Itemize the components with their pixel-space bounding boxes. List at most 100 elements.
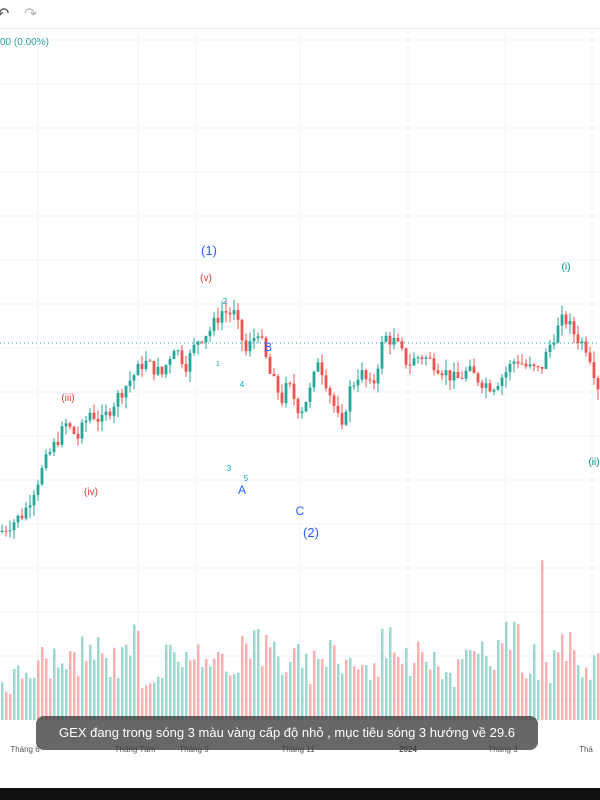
volume-bar [377,676,380,720]
candle-body [240,319,244,341]
wave-label: (2) [303,525,319,540]
candle-body [40,468,44,485]
volume-bar [173,651,176,720]
candle-body [112,406,116,416]
candle-body [444,370,448,376]
candle-body [220,311,224,323]
candle-body [452,371,456,381]
candle-body [552,342,556,345]
volume-bar [545,661,548,720]
candle-body [432,358,436,371]
wave-label: B [264,340,272,354]
candle-body [260,336,264,338]
wave-label: (1) [201,243,217,258]
candle-body [440,373,444,376]
candle-body [448,370,452,381]
volume-bar [13,668,16,720]
candle-body [0,530,4,533]
redo-icon[interactable]: ↷ [24,4,38,23]
volume-bar [45,658,48,720]
candle-body [312,371,316,388]
volume-bar [21,678,24,720]
volume-bar [333,645,336,720]
candle-body [288,383,292,385]
candle-body [160,366,164,375]
volume-bar [101,653,104,720]
volume-bar [461,659,464,720]
volume-bar [201,666,204,720]
volume-bar [289,661,292,720]
volume-bar [309,684,312,720]
candle-body [364,370,368,380]
volume-bar [297,644,300,720]
volume-bar [505,621,508,720]
candle-body [116,392,120,407]
wave-label: 4 [240,380,245,389]
candle-body [372,380,376,384]
volume-bar [437,665,440,720]
wave-label: 2 [223,297,228,306]
volume-bar [213,658,216,720]
volume-bar [41,647,44,720]
candle-body [464,370,468,379]
volume-bar [49,678,52,720]
volume-bar [137,630,140,720]
volume-bar [157,676,160,720]
candle-body [228,312,232,315]
candle-body [500,377,504,387]
candle-body [68,423,72,427]
candle-body [360,370,364,380]
volume-bar [401,663,404,720]
volume-bar [529,673,532,720]
candle-body [324,375,328,389]
candle-body [84,420,88,423]
candle-body [456,371,460,378]
candle-body [268,356,272,374]
volume-bar [149,683,152,720]
volume-bar [405,647,408,720]
volume-bar [301,667,304,720]
candle-body [12,522,16,531]
candle-body [388,335,392,345]
candle-body [248,341,252,352]
volume-bar [589,679,592,720]
volume-bar [565,660,568,720]
candle-body [376,368,380,384]
volume-bar [581,677,584,720]
volume-bar [477,653,480,720]
candle-body [272,373,276,377]
candle-body [532,364,536,367]
volume-bar [457,659,460,720]
undo-icon[interactable]: ↶ [0,4,10,23]
volume-bar [569,631,572,720]
volume-bar [557,652,560,720]
candle-body [120,392,124,398]
candle-body [244,340,248,352]
candle-body [80,422,84,439]
volume-bar [113,647,116,720]
candle-body [496,386,500,390]
volume-bar [413,663,416,720]
x-tick-label: Thá [579,745,593,754]
volume-bar [125,644,128,720]
candle-body [4,530,8,532]
candle-body [236,310,240,320]
volume-bar [469,650,472,720]
volume-bar [577,665,580,720]
volume-bar [597,653,600,720]
volume-bar [25,672,28,720]
volume-bar [205,658,208,720]
volume-bar [217,651,220,720]
volume-bar [193,659,196,720]
volume-bar [561,634,564,720]
volume-bar [421,652,424,720]
volume-bar [417,641,420,720]
candle-body [104,411,108,415]
volume-bar [69,651,72,720]
volume-bar [153,682,156,720]
candle-body [16,515,20,523]
candle-body [152,361,156,375]
volume-bar [77,675,80,720]
candle-body [264,337,268,357]
volume-bar [373,663,376,720]
